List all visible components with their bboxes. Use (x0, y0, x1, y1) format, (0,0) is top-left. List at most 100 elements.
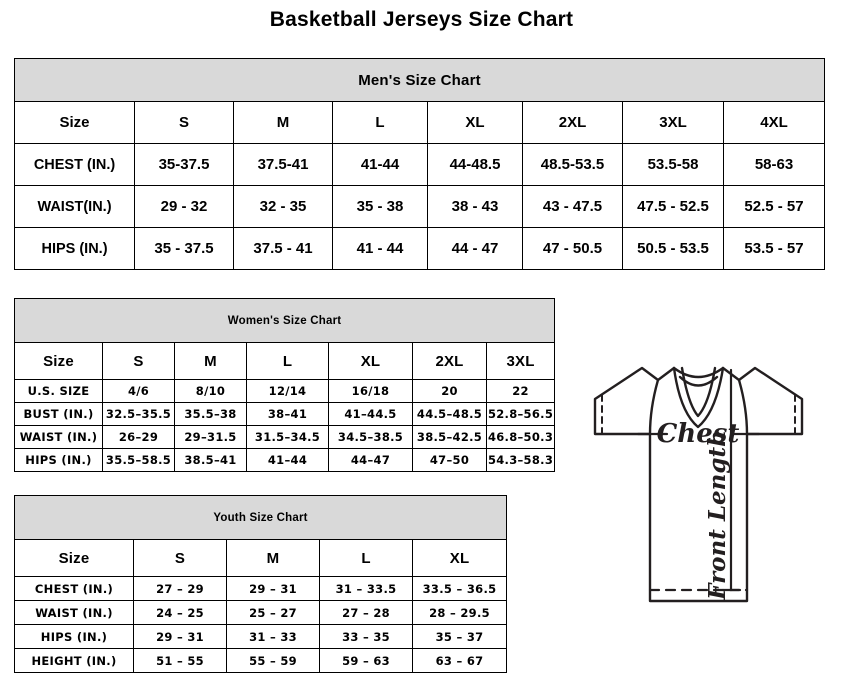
youth-chest-s: 27 – 29 (133, 576, 227, 601)
mens-waist-xl: 38 - 43 (427, 185, 523, 228)
womens-col-m: M (174, 342, 247, 380)
youth-row-label-height: HEIGHT (IN.) (14, 648, 134, 673)
womens-row-label-waist: WAIST (IN.) (14, 425, 103, 449)
table-row: WAIST(IN.) 29 - 32 32 - 35 35 - 38 38 - … (14, 185, 826, 228)
mens-chest-4xl: 58-63 (722, 143, 826, 186)
womens-bust-xl: 41–44.5 (328, 402, 413, 426)
womens-header-row: Size S M L XL 2XL 3XL (14, 342, 556, 380)
womens-col-xl: XL (328, 342, 413, 380)
v-neck-outer (672, 366, 725, 429)
womens-size-header: Size (14, 342, 103, 380)
youth-row-label-chest: CHEST (IN.) (14, 576, 134, 601)
mens-col-2xl: 2XL (522, 101, 623, 144)
mens-banner-row: Men's Size Chart (13, 58, 826, 102)
mens-col-4xl: 4XL (722, 101, 826, 144)
womens-row-label-hips: HIPS (IN.) (14, 448, 103, 472)
youth-height-s: 51 – 55 (133, 648, 227, 673)
womens-bust-s: 32.5–35.5 (102, 402, 175, 426)
youth-size-header: Size (14, 539, 134, 577)
right-sleeve-shape (737, 366, 804, 436)
womens-waist-l: 31.5–34.5 (246, 425, 329, 449)
youth-row-label-hips: HIPS (IN.) (14, 624, 134, 649)
left-sleeve-shape (593, 366, 660, 436)
womens-hips-s: 35.5–58.5 (102, 448, 175, 472)
womens-us-size-s: 4/6 (102, 379, 175, 403)
mens-hips-s: 35 - 37.5 (134, 227, 234, 270)
mens-hips-m: 37.5 - 41 (233, 227, 333, 270)
womens-col-l: L (246, 342, 329, 380)
table-row: CHEST (IN.) 27 – 29 29 – 31 31 – 33.5 33… (14, 576, 508, 601)
womens-hips-l: 41–44 (246, 448, 329, 472)
youth-hips-l: 33 – 35 (319, 624, 413, 649)
mens-waist-s: 29 - 32 (134, 185, 234, 228)
mens-chest-l: 41-44 (332, 143, 428, 186)
mens-waist-m: 32 - 35 (233, 185, 333, 228)
mens-size-chart-table: Men's Size Chart Size S M L XL 2XL 3XL 4… (13, 58, 826, 270)
left-shoulder-seam (656, 366, 676, 382)
page-title: Basketball Jerseys Size Chart (269, 8, 574, 31)
womens-hips-2xl: 47–50 (412, 448, 487, 472)
youth-chest-l: 31 – 33.5 (319, 576, 413, 601)
mens-hips-3xl: 50.5 - 53.5 (622, 227, 724, 270)
womens-col-3xl: 3XL (485, 342, 556, 380)
collar-curve-inner (678, 375, 719, 387)
mens-chest-m: 37.5-41 (233, 143, 333, 186)
womens-col-2xl: 2XL (412, 342, 487, 380)
youth-row-label-waist: WAIST (IN.) (14, 600, 134, 625)
jersey-measurement-diagram: Chest Front Length (593, 366, 804, 603)
youth-col-xl: XL (411, 539, 508, 577)
youth-waist-m: 25 – 27 (226, 600, 320, 625)
youth-col-l: L (319, 539, 413, 577)
table-row: WAIST (IN.) 26–29 29–31.5 31.5–34.5 34.5… (14, 425, 556, 449)
womens-us-size-2xl: 20 (412, 379, 487, 403)
mens-col-l: L (332, 101, 428, 144)
womens-row-label-bust: BUST (IN.) (14, 402, 103, 426)
table-row: HIPS (IN.) 35 - 37.5 37.5 - 41 41 - 44 4… (14, 227, 826, 270)
mens-chart-banner: Men's Size Chart (13, 58, 826, 102)
youth-chart-banner: Youth Size Chart (13, 495, 508, 540)
mens-row-label-waist: WAIST(IN.) (14, 185, 135, 228)
mens-size-header: Size (14, 101, 135, 144)
womens-bust-m: 35.5–38 (174, 402, 247, 426)
front-length-label: Front Length (704, 430, 731, 601)
mens-row-label-hips: HIPS (IN.) (14, 227, 135, 270)
youth-hips-xl: 35 – 37 (411, 624, 508, 649)
youth-waist-l: 27 – 28 (319, 600, 413, 625)
mens-col-xl: XL (427, 101, 523, 144)
youth-col-s: S (133, 539, 227, 577)
youth-height-xl: 63 – 67 (411, 648, 508, 673)
v-neck-inner (680, 366, 717, 418)
youth-hips-m: 31 – 33 (226, 624, 320, 649)
womens-waist-s: 26–29 (102, 425, 175, 449)
chest-label: Chest (657, 419, 740, 449)
mens-chest-xl: 44-48.5 (427, 143, 523, 186)
youth-chest-m: 29 – 31 (226, 576, 320, 601)
table-row: CHEST (IN.) 35-37.5 37.5-41 41-44 44-48.… (14, 143, 826, 186)
table-row: HIPS (IN.) 35.5–58.5 38.5–41 41–44 44–47… (14, 448, 556, 472)
youth-height-m: 55 – 59 (226, 648, 320, 673)
womens-banner-row: Women's Size Chart (13, 298, 556, 343)
table-row: WAIST (IN.) 24 – 25 25 – 27 27 – 28 28 –… (14, 600, 508, 625)
womens-size-chart-table: Women's Size Chart Size S M L XL 2XL 3XL… (13, 298, 556, 472)
table-row: HEIGHT (IN.) 51 – 55 55 – 59 59 – 63 63 … (14, 648, 508, 673)
youth-waist-s: 24 – 25 (133, 600, 227, 625)
mens-chest-3xl: 53.5-58 (622, 143, 724, 186)
womens-bust-3xl: 52.8–56.5 (485, 402, 556, 426)
mens-col-3xl: 3XL (622, 101, 724, 144)
womens-hips-m: 38.5–41 (174, 448, 247, 472)
mens-waist-2xl: 43 - 47.5 (522, 185, 623, 228)
table-row: HIPS (IN.) 29 – 31 31 – 33 33 – 35 35 – … (14, 624, 508, 649)
womens-col-s: S (102, 342, 175, 380)
womens-us-size-xl: 16/18 (328, 379, 413, 403)
womens-us-size-3xl: 22 (485, 379, 556, 403)
collar-curve-outer (672, 366, 725, 379)
womens-bust-l: 38–41 (246, 402, 329, 426)
mens-hips-2xl: 47 - 50.5 (522, 227, 623, 270)
mens-col-s: S (134, 101, 234, 144)
mens-hips-4xl: 53.5 - 57 (722, 227, 826, 270)
table-row: U.S. SIZE 4/6 8/10 12/14 16/18 20 22 (14, 379, 556, 403)
womens-waist-2xl: 38.5–42.5 (412, 425, 487, 449)
youth-height-l: 59 – 63 (319, 648, 413, 673)
womens-row-label-us-size: U.S. SIZE (14, 379, 103, 403)
mens-hips-l: 41 - 44 (332, 227, 428, 270)
